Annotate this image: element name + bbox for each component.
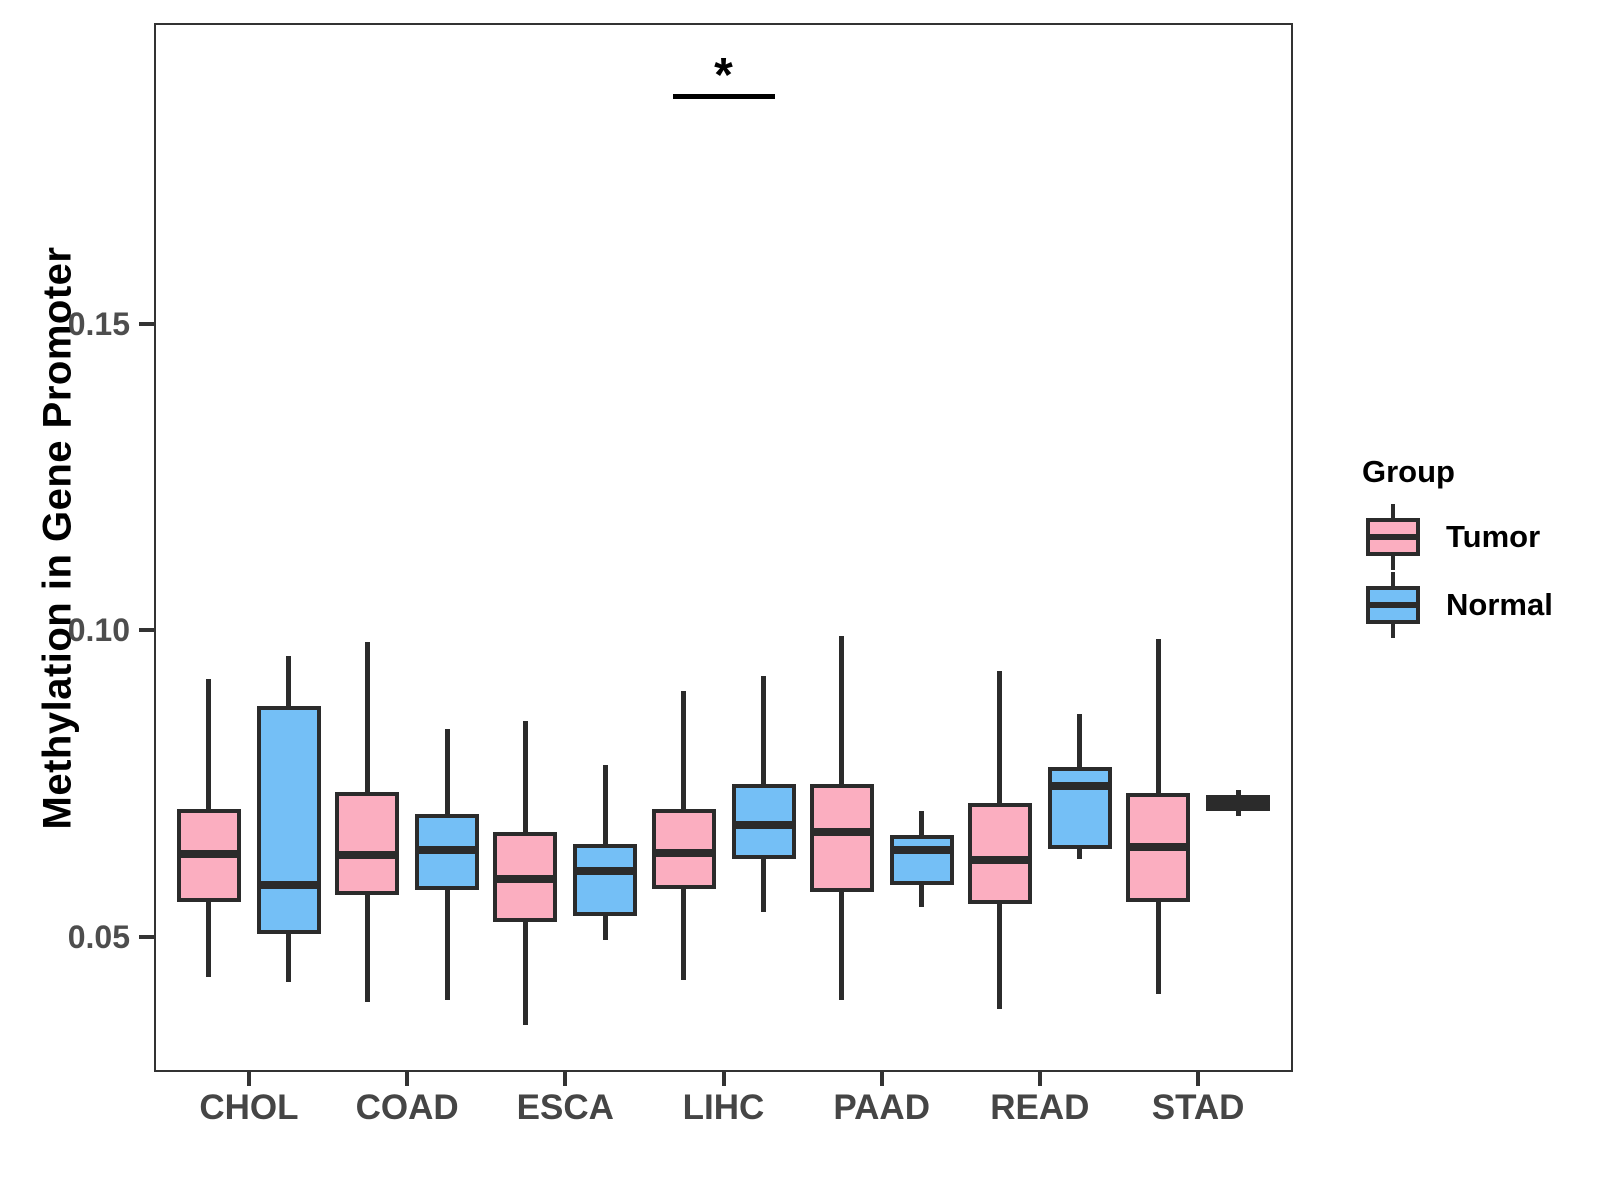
- x-tick-label-ESCA: ESCA: [516, 1088, 614, 1127]
- box-READ-Normal: [1047, 766, 1112, 849]
- x-tick-mark-READ: [1037, 1072, 1042, 1086]
- x-tick-mark-ESCA: [563, 1072, 568, 1086]
- box-ESCA-Normal: [573, 844, 638, 916]
- significance-star: *: [714, 48, 733, 102]
- x-tick-mark-COAD: [405, 1072, 410, 1086]
- median-READ-Tumor: [967, 855, 1032, 864]
- x-tick-label-STAD: STAD: [1151, 1088, 1245, 1127]
- legend-swatch-median: [1366, 534, 1420, 540]
- box-READ-Tumor: [967, 803, 1032, 904]
- median-CHOL-Tumor: [176, 849, 241, 858]
- y-tick-mark-0.05: [139, 935, 154, 940]
- box-COAD-Tumor: [335, 791, 400, 895]
- y-tick-label-0.05: 0.05: [67, 919, 130, 956]
- median-READ-Normal: [1047, 782, 1112, 791]
- legend-boxplot-swatch-Normal: [1366, 572, 1420, 638]
- legend-items: Tumor Normal: [1366, 504, 1553, 640]
- median-CHOL-Normal: [256, 880, 321, 889]
- x-tick-label-PAAD: PAAD: [833, 1088, 930, 1127]
- x-tick-mark-STAD: [1196, 1072, 1201, 1086]
- y-tick-mark-0.10: [139, 628, 154, 633]
- legend-item-Tumor: Tumor: [1366, 504, 1553, 570]
- median-LIHC-Normal: [731, 821, 796, 830]
- box-LIHC-Tumor: [651, 808, 716, 889]
- median-STAD-Normal: [1206, 798, 1271, 807]
- x-tick-label-LIHC: LIHC: [682, 1088, 765, 1127]
- plot-panel: [154, 23, 1293, 1072]
- y-tick-mark-0.15: [139, 321, 154, 326]
- median-PAAD-Tumor: [809, 827, 874, 836]
- x-tick-mark-CHOL: [246, 1072, 251, 1086]
- median-PAAD-Normal: [889, 845, 954, 854]
- x-tick-label-READ: READ: [990, 1088, 1090, 1127]
- median-ESCA-Tumor: [493, 874, 558, 883]
- y-tick-label-0.10: 0.10: [67, 612, 130, 649]
- x-tick-label-CHOL: CHOL: [199, 1088, 299, 1127]
- median-COAD-Normal: [415, 845, 480, 854]
- significance-bar: [672, 93, 775, 99]
- box-PAAD-Tumor: [809, 783, 874, 892]
- legend-boxplot-swatch-Tumor: [1366, 504, 1420, 570]
- y-tick-label-0.15: 0.15: [67, 305, 130, 342]
- box-CHOL-Normal: [256, 706, 321, 934]
- legend-title: Group: [1362, 454, 1455, 489]
- x-tick-mark-PAAD: [879, 1072, 884, 1086]
- legend-swatch-median: [1366, 602, 1420, 608]
- legend-label-Normal: Normal: [1446, 587, 1553, 622]
- x-tick-mark-LIHC: [721, 1072, 726, 1086]
- legend-item-Normal: Normal: [1366, 572, 1553, 638]
- median-STAD-Tumor: [1126, 842, 1191, 851]
- median-LIHC-Tumor: [651, 848, 716, 857]
- x-tick-label-COAD: COAD: [355, 1088, 459, 1127]
- median-ESCA-Normal: [573, 866, 638, 875]
- median-COAD-Tumor: [335, 851, 400, 860]
- legend-label-Tumor: Tumor: [1446, 519, 1541, 554]
- box-PAAD-Normal: [889, 834, 954, 885]
